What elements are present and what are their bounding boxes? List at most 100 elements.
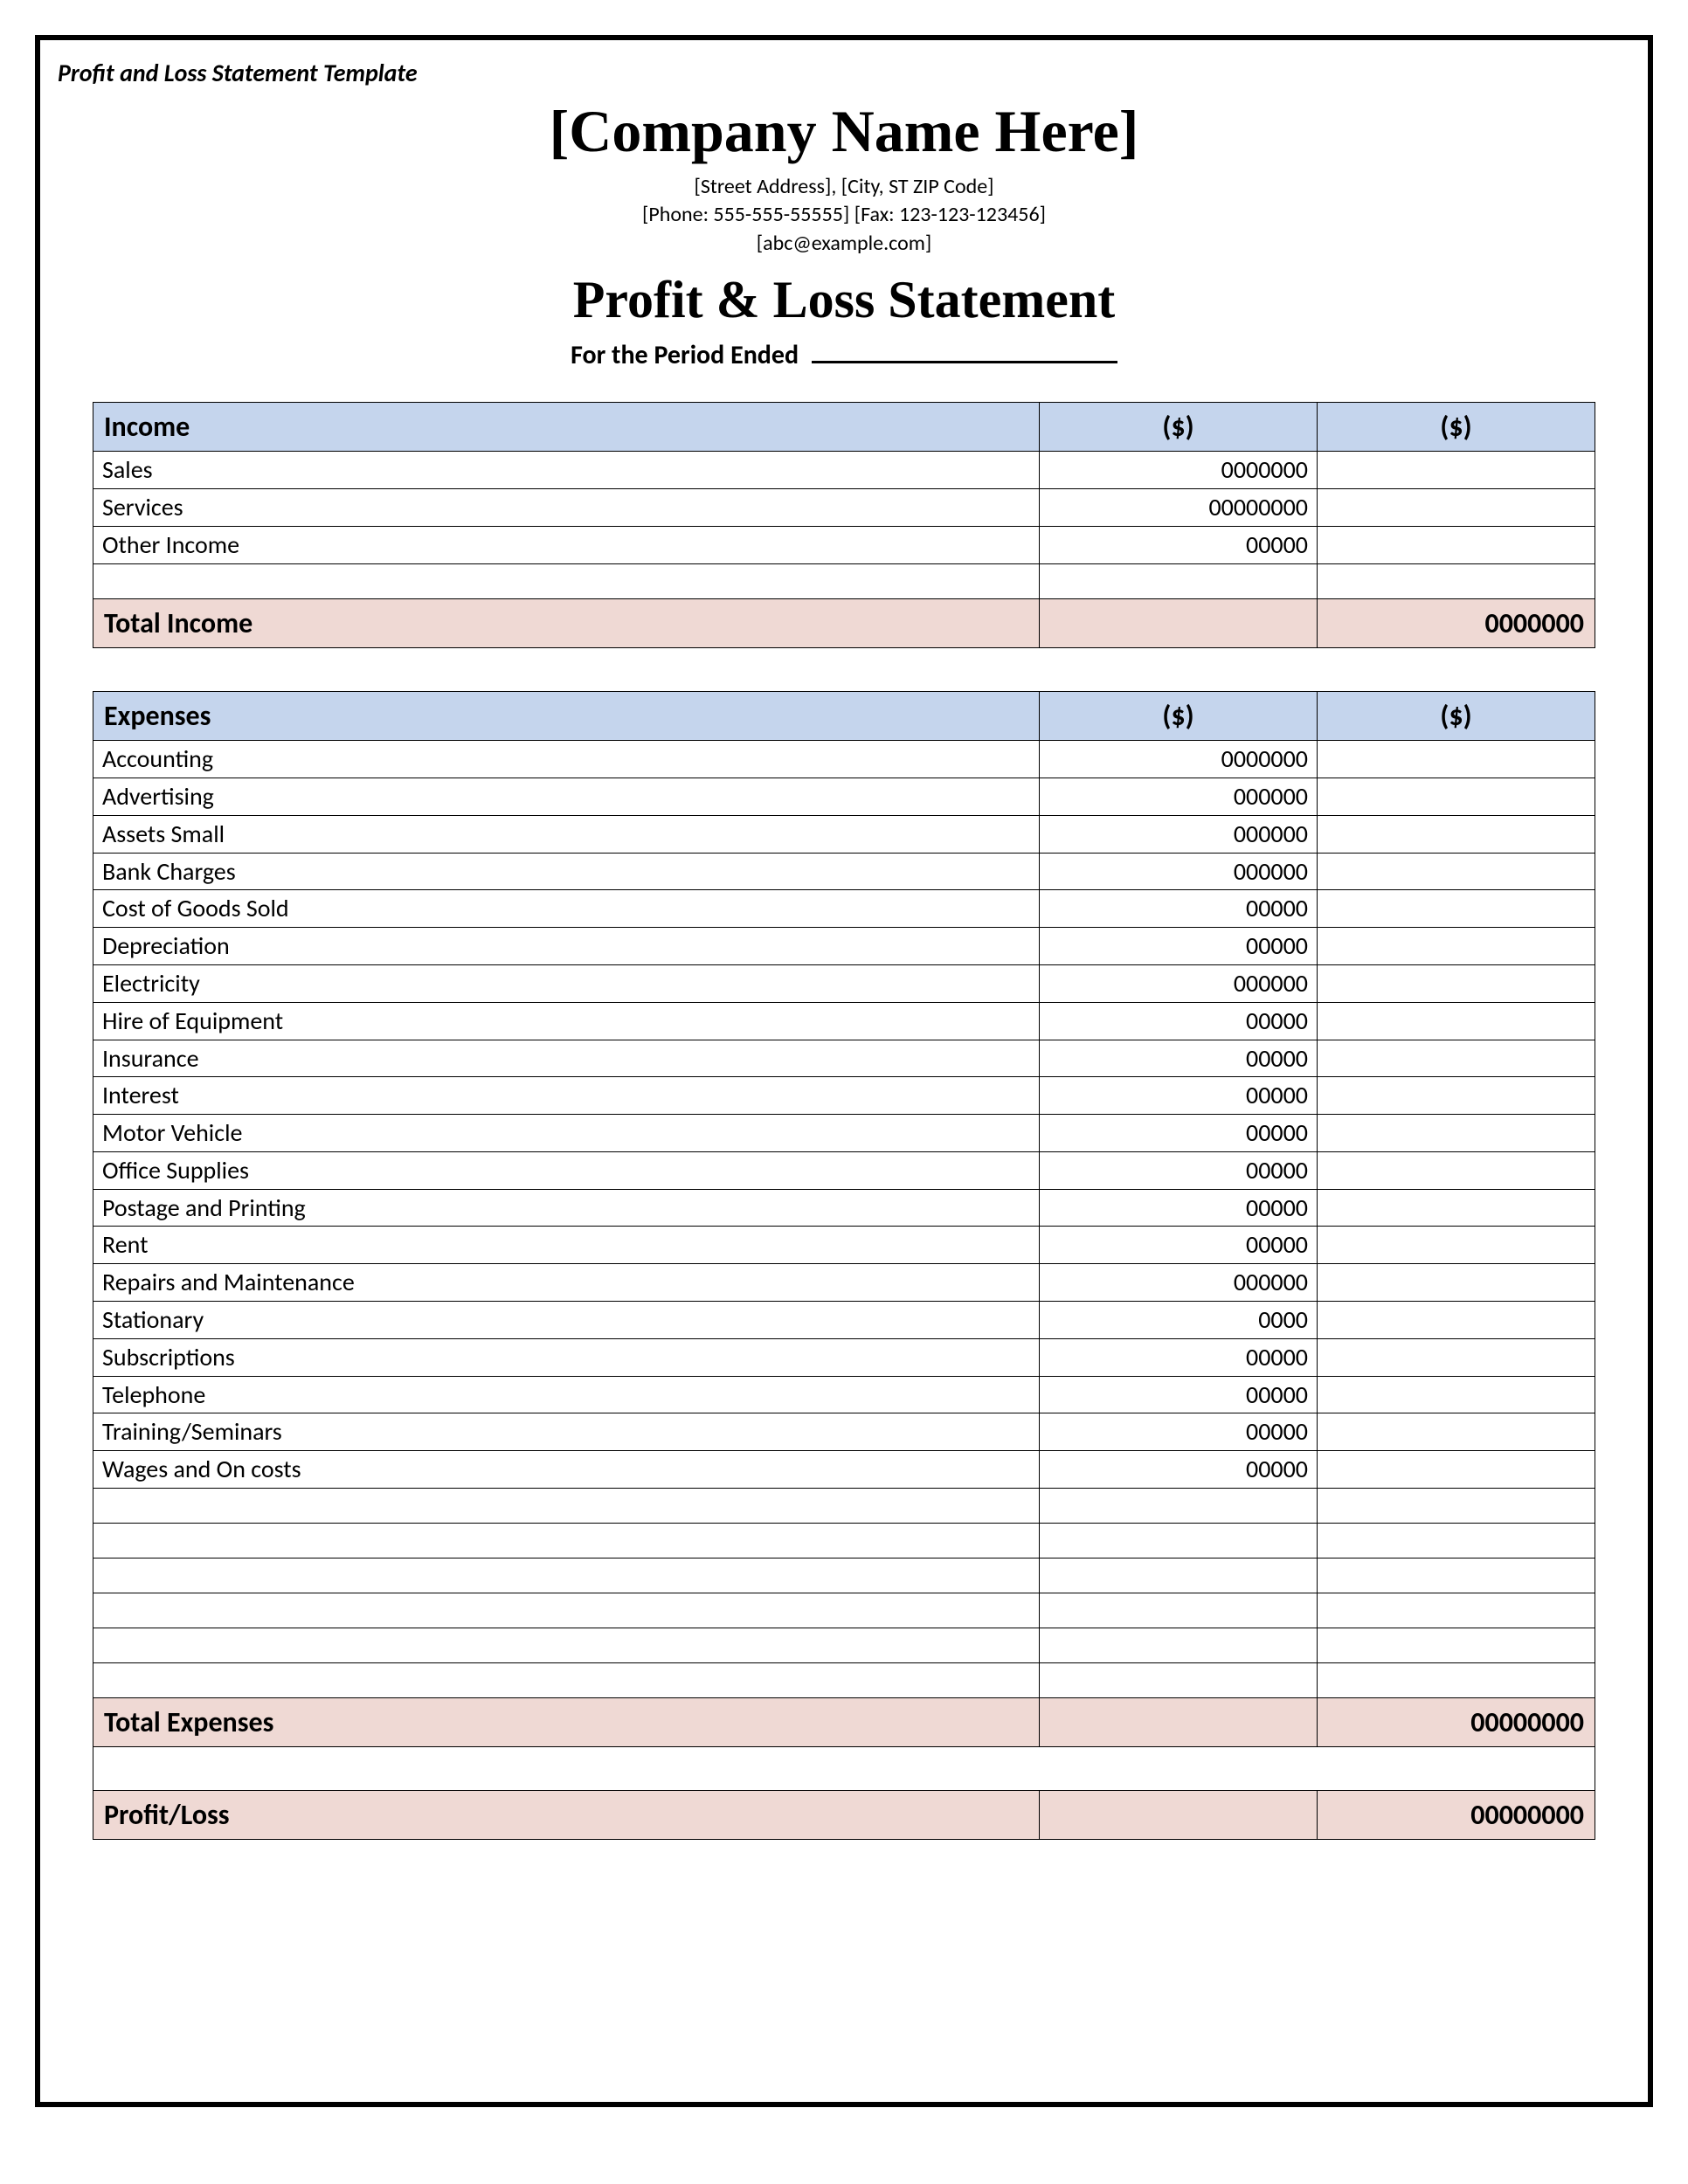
expense-item-value-b [1317,890,1595,928]
expense-item-label: Insurance [93,1040,1040,1077]
company-name: [Company Name Here] [40,97,1648,166]
expense-item-row: Rent00000 [93,1227,1595,1264]
expense-item-value-a [1039,1524,1317,1559]
income-item-value-b [1317,452,1595,489]
expense-item-row: Training/Seminars00000 [93,1413,1595,1451]
expenses-gap [93,1747,1595,1791]
expense-item-value-a: 00000 [1039,1413,1317,1451]
expense-item-value-b [1317,1413,1595,1451]
expense-item-label: Hire of Equipment [93,1002,1040,1040]
expense-item-row [93,1489,1595,1524]
income-item-row: Other Income00000 [93,526,1595,563]
expense-item-value-b [1317,1524,1595,1559]
expense-item-value-a: 00000 [1039,928,1317,965]
total-income-label: Total Income [93,598,1040,647]
expense-item-row: Cost of Goods Sold00000 [93,890,1595,928]
page-frame: Profit and Loss Statement Template [Comp… [35,35,1653,2107]
expenses-col-a-header: ($) [1039,691,1317,740]
expense-item-label [93,1628,1040,1663]
total-expenses-row: Total Expenses 00000000 [93,1698,1595,1747]
expense-item-value-b [1317,1628,1595,1663]
income-item-value-a [1039,563,1317,598]
expense-item-label: Accounting [93,741,1040,778]
expenses-header-row: Expenses ($) ($) [93,691,1595,740]
expense-item-row: Depreciation00000 [93,928,1595,965]
total-income-b: 0000000 [1317,598,1595,647]
expense-item-row: Electricity000000 [93,964,1595,1002]
expense-item-label [93,1663,1040,1698]
expense-item-row: Subscriptions00000 [93,1338,1595,1376]
section-gap [93,647,1595,691]
expense-item-value-b [1317,1002,1595,1040]
income-title: Income [93,403,1040,452]
expense-item-row: Wages and On costs00000 [93,1451,1595,1489]
expense-item-row: Motor Vehicle00000 [93,1115,1595,1152]
expense-item-row [93,1524,1595,1559]
expense-item-row: Telephone00000 [93,1376,1595,1413]
expense-item-value-b [1317,1077,1595,1115]
expense-item-row: Bank Charges000000 [93,853,1595,890]
expense-item-value-b [1317,1040,1595,1077]
expense-item-row: Assets Small000000 [93,815,1595,853]
profit-loss-label: Profit/Loss [93,1791,1040,1840]
expense-item-row [93,1663,1595,1698]
expense-item-label: Advertising [93,778,1040,815]
total-income-a [1039,598,1317,647]
expense-item-label [93,1489,1040,1524]
expense-item-value-b [1317,1376,1595,1413]
expense-item-value-b [1317,1115,1595,1152]
expense-item-value-b [1317,815,1595,853]
expense-item-row [93,1628,1595,1663]
expense-item-label: Assets Small [93,815,1040,853]
expense-item-value-b [1317,1451,1595,1489]
expense-item-label [93,1559,1040,1593]
expense-item-label: Postage and Printing [93,1189,1040,1227]
profit-loss-a [1039,1791,1317,1840]
income-item-row: Services00000000 [93,489,1595,527]
expense-item-value-b [1317,741,1595,778]
expense-item-value-b [1317,853,1595,890]
expense-item-value-a: 00000 [1039,1002,1317,1040]
expense-item-value-a: 00000 [1039,890,1317,928]
expense-item-value-b [1317,1489,1595,1524]
expense-item-label: Interest [93,1077,1040,1115]
expense-item-row: Office Supplies00000 [93,1151,1595,1189]
expense-item-value-a: 00000 [1039,1189,1317,1227]
expense-item-label: Wages and On costs [93,1451,1040,1489]
expense-item-label: Repairs and Maintenance [93,1264,1040,1302]
phone-fax-line: [Phone: 555-555-55555] [Fax: 123-123-123… [40,201,1648,229]
expense-item-row: Postage and Printing00000 [93,1189,1595,1227]
total-expenses-a [1039,1698,1317,1747]
expense-item-value-b [1317,964,1595,1002]
expense-item-value-b [1317,1559,1595,1593]
expense-item-value-a: 00000 [1039,1338,1317,1376]
expense-item-label: Training/Seminars [93,1413,1040,1451]
expense-item-value-a: 000000 [1039,778,1317,815]
income-col-b-header: ($) [1317,403,1595,452]
expense-item-value-a: 0000 [1039,1302,1317,1339]
expense-item-value-b [1317,928,1595,965]
expenses-title: Expenses [93,691,1040,740]
email-line: [abc@example.com] [40,230,1648,258]
expense-item-row: Advertising000000 [93,778,1595,815]
expense-item-value-a: 00000 [1039,1040,1317,1077]
expense-item-row: Stationary0000 [93,1302,1595,1339]
expense-item-label: Telephone [93,1376,1040,1413]
income-item-value-a: 00000 [1039,526,1317,563]
expense-item-value-a [1039,1489,1317,1524]
income-item-row: Sales0000000 [93,452,1595,489]
expense-item-row: Hire of Equipment00000 [93,1002,1595,1040]
expense-item-label: Cost of Goods Sold [93,890,1040,928]
expense-item-value-a: 00000 [1039,1077,1317,1115]
expense-item-value-b [1317,1338,1595,1376]
expense-item-value-b [1317,778,1595,815]
expense-item-value-a [1039,1559,1317,1593]
expense-item-label: Electricity [93,964,1040,1002]
expense-item-value-a: 00000 [1039,1151,1317,1189]
expense-item-value-a: 00000 [1039,1115,1317,1152]
expense-item-value-a: 00000 [1039,1451,1317,1489]
expense-item-value-a [1039,1593,1317,1628]
income-item-value-b [1317,489,1595,527]
income-item-value-b [1317,526,1595,563]
expense-item-value-b [1317,1189,1595,1227]
